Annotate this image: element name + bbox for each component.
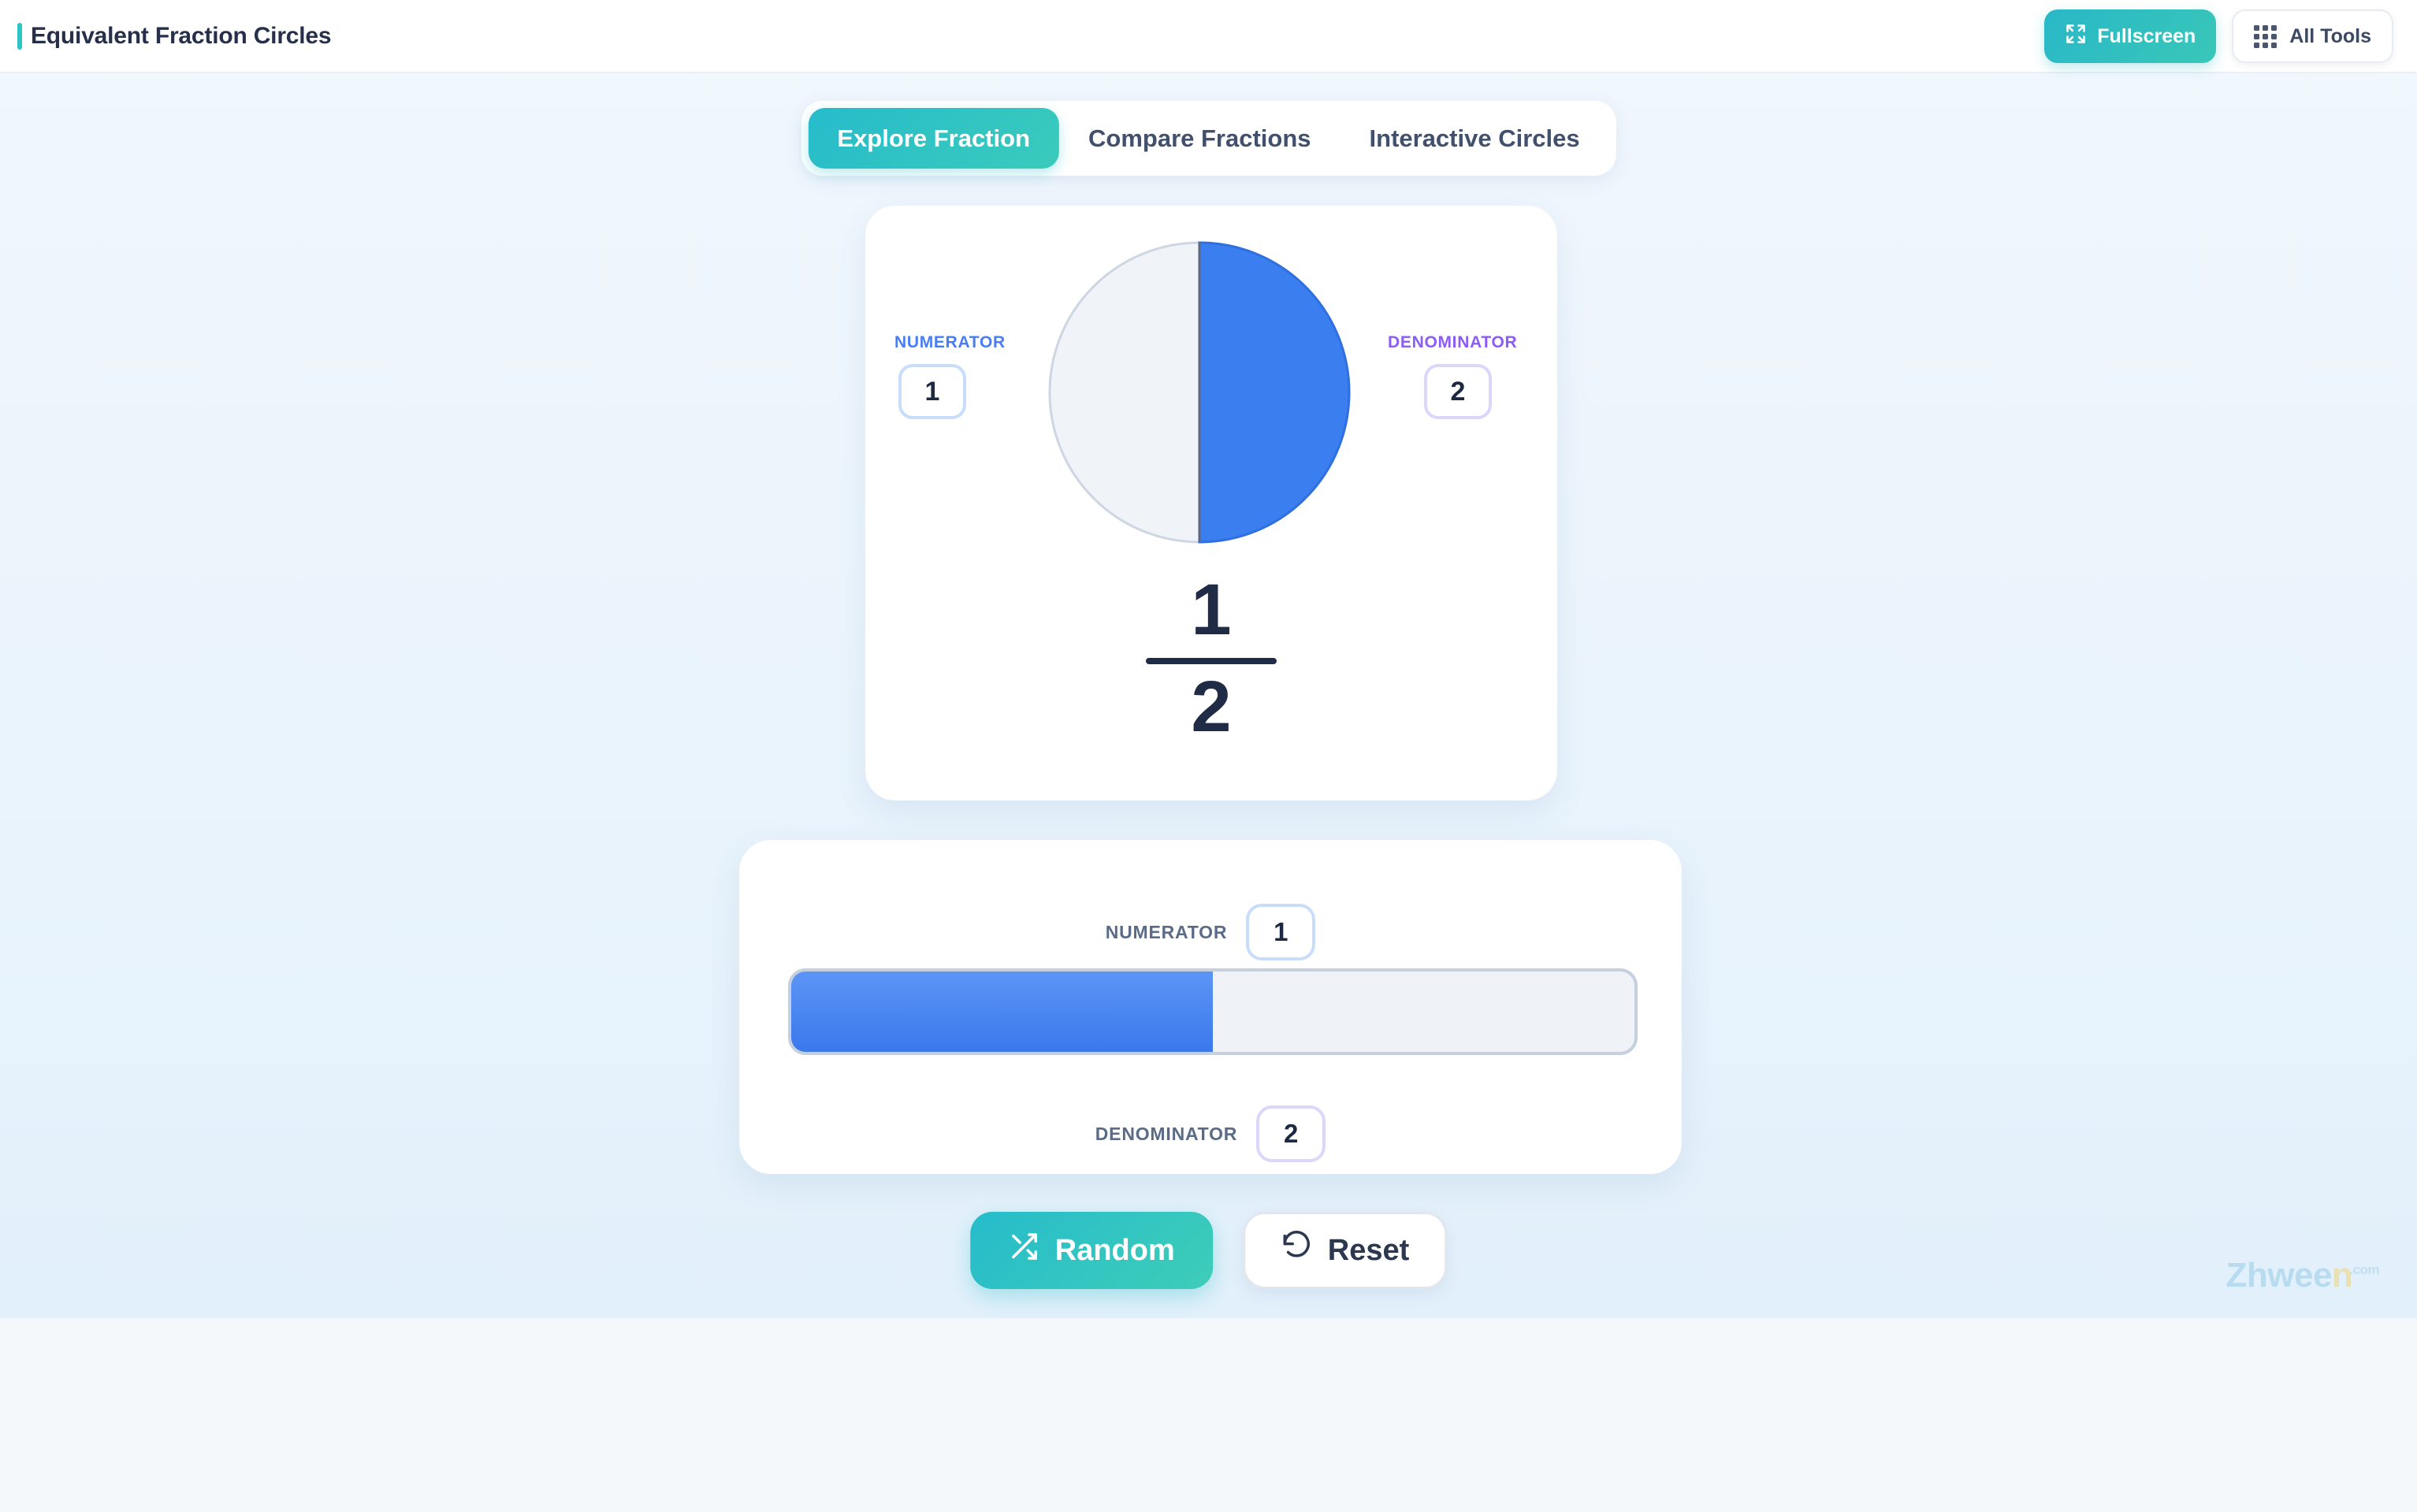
denominator-label: DENOMINATOR [1388, 333, 1518, 351]
fraction-slider-fill [791, 971, 1213, 1052]
slider-numerator-label: NUMERATOR [1105, 921, 1228, 942]
app-container: Equivalent Fraction Circles Ful [0, 0, 2417, 1318]
tab-compare-fractions[interactable]: Compare Fractions [1088, 124, 1311, 152]
fullscreen-icon [2065, 23, 2087, 50]
slider-denominator-label: DENOMINATOR [1095, 1123, 1238, 1144]
slider-card: NUMERATOR 1 DENOMINATOR 2 [739, 840, 1682, 1174]
fraction-denominator: 2 [1191, 667, 1232, 748]
all-tools-button[interactable]: All Tools [2232, 9, 2393, 63]
explore-fraction-card: NUMERATOR 1 DENOMINATOR 2 1 2 [865, 206, 1557, 801]
reset-button[interactable]: Reset [1242, 1212, 1448, 1289]
fraction-display: 1 2 [865, 570, 1557, 748]
slider-denominator-input[interactable]: 2 [1256, 1105, 1326, 1162]
numerator-label: NUMERATOR [894, 333, 1006, 351]
grid-icon [2254, 24, 2278, 48]
watermark-last-letter: n [2331, 1256, 2353, 1295]
app-header: Equivalent Fraction Circles Ful [0, 0, 2417, 73]
slider-numerator-input[interactable]: 1 [1246, 904, 1316, 960]
page-title: Equivalent Fraction Circles [17, 22, 332, 50]
shuffle-icon [1008, 1231, 1039, 1270]
watermark: Zhween.com [2226, 1256, 2380, 1295]
fullscreen-button[interactable]: Fullscreen [2044, 9, 2217, 63]
title-accent-bar [17, 22, 22, 50]
reset-icon [1281, 1231, 1312, 1270]
random-label: Random [1054, 1233, 1175, 1267]
all-tools-label: All Tools [2289, 24, 2371, 47]
tab-interactive-circles[interactable]: Interactive Circles [1369, 124, 1580, 152]
fraction-divider [1146, 658, 1277, 665]
action-buttons: Random Reset [969, 1212, 1448, 1289]
tab-bar: Explore Fraction Compare Fractions Inter… [801, 101, 1616, 176]
slider-numerator-row: NUMERATOR 1 [739, 904, 1682, 960]
reset-label: Reset [1327, 1233, 1410, 1267]
fraction-numerator: 1 [1191, 570, 1232, 650]
fraction-circle[interactable] [1047, 240, 1352, 544]
tab-explore-fraction[interactable]: Explore Fraction [808, 108, 1059, 169]
fraction-slider-track[interactable] [788, 968, 1638, 1055]
header-actions: Fullscreen All Tools [2044, 9, 2393, 63]
random-button[interactable]: Random [969, 1212, 1213, 1289]
denominator-input[interactable]: 2 [1424, 364, 1492, 419]
slider-denominator-row: DENOMINATOR 2 [739, 1105, 1682, 1162]
watermark-suffix: .com [2349, 1262, 2379, 1278]
watermark-name: Zhwee [2225, 1256, 2333, 1295]
fullscreen-label: Fullscreen [2097, 24, 2196, 47]
numerator-input[interactable]: 1 [898, 364, 966, 419]
app-title-text: Equivalent Fraction Circles [31, 22, 332, 49]
